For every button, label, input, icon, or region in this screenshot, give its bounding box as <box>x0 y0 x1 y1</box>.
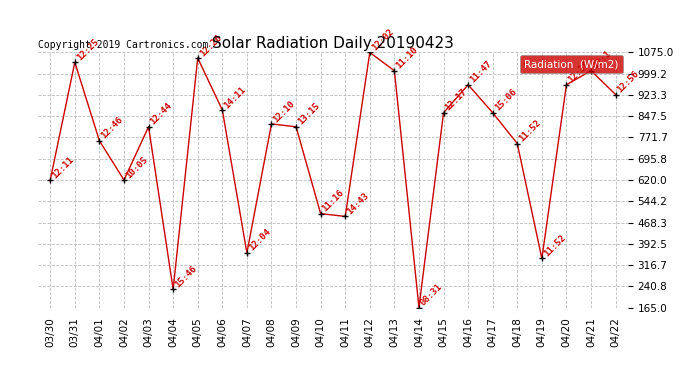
Text: 12:17: 12:17 <box>444 87 469 113</box>
Text: 10:05: 10:05 <box>124 154 149 180</box>
Text: 15:46: 15:46 <box>173 264 199 289</box>
Text: 15:06: 15:06 <box>493 87 518 113</box>
Text: 11:52: 11:52 <box>542 233 567 258</box>
Text: 14:43: 14:43 <box>345 191 371 216</box>
Text: 12:44: 12:44 <box>148 101 174 127</box>
Text: 11:10: 11:10 <box>395 45 420 71</box>
Text: 12:25: 12:25 <box>75 37 100 62</box>
Text: 12:26: 12:26 <box>198 33 223 58</box>
Text: 12:10: 12:10 <box>271 99 297 124</box>
Text: 12:04: 12:04 <box>247 228 273 253</box>
Text: 13:15: 13:15 <box>296 101 322 127</box>
Text: 12:46: 12:46 <box>99 116 125 141</box>
Text: 12:38: 12:38 <box>566 59 592 85</box>
Legend: Radiation  (W/m2): Radiation (W/m2) <box>520 55 622 74</box>
Text: 11:52: 11:52 <box>518 118 542 144</box>
Text: 12:02: 12:02 <box>370 27 395 52</box>
Text: 11:16: 11:16 <box>321 188 346 214</box>
Text: 12:11: 12:11 <box>50 154 76 180</box>
Title: Solar Radiation Daily 20190423: Solar Radiation Daily 20190423 <box>212 36 454 51</box>
Text: 12:1: 12:1 <box>591 49 613 71</box>
Text: 11:47: 11:47 <box>468 59 493 85</box>
Text: Copyright 2019 Cartronics.com: Copyright 2019 Cartronics.com <box>38 40 208 50</box>
Text: 08:31: 08:31 <box>419 282 444 308</box>
Text: 14:11: 14:11 <box>222 85 248 110</box>
Text: 12:56: 12:56 <box>615 69 641 94</box>
